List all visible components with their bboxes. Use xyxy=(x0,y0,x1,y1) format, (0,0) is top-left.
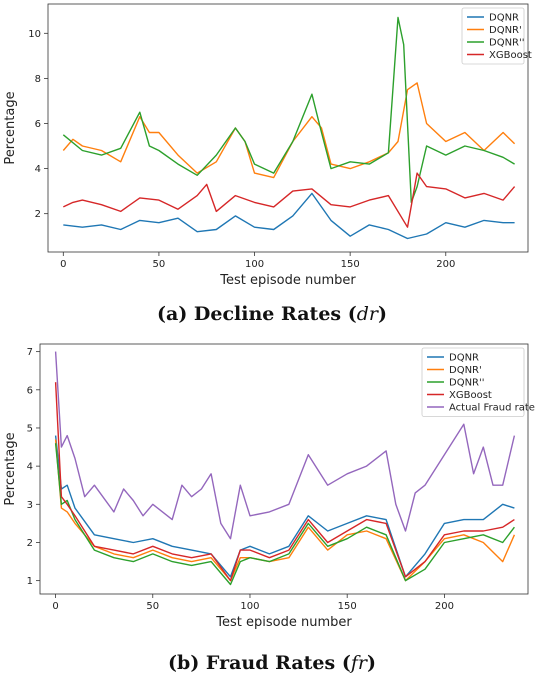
y-tick-label: 4 xyxy=(35,164,41,175)
x-tick-label: 0 xyxy=(60,259,66,270)
legend-frame xyxy=(421,347,525,417)
x-tick-label: 200 xyxy=(436,259,455,270)
series-line-0 xyxy=(63,192,515,240)
x-tick-label: 100 xyxy=(245,259,264,270)
y-tick-label: 7 xyxy=(27,347,33,358)
chart-decline-rates: 0 50 100 150 200 2 4 6 8 10 Test episode number Per… xyxy=(3,3,532,288)
y-tick-label: 6 xyxy=(27,385,33,396)
y-tick-label: 8 xyxy=(35,74,41,85)
series-line-3 xyxy=(63,172,516,228)
chart-fraud-rates: 0 50 100 150 200 1 2 3 4 5 6 7 Test episode number Pe… xyxy=(3,343,535,630)
x-tick-label: 200 xyxy=(435,601,454,612)
x-tick-label: 50 xyxy=(153,259,166,270)
legend-entry: Actual Fraud rate xyxy=(449,403,535,414)
legend-entry: XGBoost xyxy=(489,50,532,61)
y-tick-label: 10 xyxy=(28,29,41,40)
caption-b-symbol: fr xyxy=(350,652,367,674)
caption-a: (a) Decline Rates (dr) xyxy=(0,303,544,325)
legend-frame xyxy=(461,7,525,65)
series-line-2 xyxy=(54,443,515,586)
legend-entry: DQNR'' xyxy=(449,378,485,389)
y-axis-label: Percentage xyxy=(3,432,18,505)
legend-entry: DQNR'' xyxy=(489,38,525,49)
y-tick-label: 3 xyxy=(27,500,33,511)
y-axis-label: Percentage xyxy=(3,91,18,164)
series-line-3 xyxy=(54,382,515,582)
x-tick-label: 150 xyxy=(338,601,357,612)
x-axis-label: Test episode number xyxy=(219,273,356,288)
y-tick-label: 6 xyxy=(35,119,41,130)
caption-b: (b) Fraud Rates (fr) xyxy=(0,652,544,674)
y-tick-label: 4 xyxy=(27,462,33,473)
legend-entry: DQNR xyxy=(489,13,519,24)
series-line-0 xyxy=(54,435,515,578)
x-axis-label: Test episode number xyxy=(215,615,352,630)
legend-entry: DQNR' xyxy=(489,25,522,36)
series-line-2 xyxy=(62,16,515,204)
caption-b-prefix: (b) Fraud Rates ( xyxy=(168,652,351,674)
x-tick-label: 100 xyxy=(240,601,259,612)
plot-frame xyxy=(47,3,529,253)
y-tick-label: 2 xyxy=(35,209,41,220)
legend-entry: DQNR xyxy=(449,353,479,364)
y-tick-label: 1 xyxy=(27,576,33,587)
x-tick-label: 150 xyxy=(341,259,360,270)
legend-entry: XGBoost xyxy=(449,390,492,401)
caption-a-symbol: dr xyxy=(356,303,378,325)
caption-a-prefix: (a) Decline Rates ( xyxy=(157,303,357,325)
x-tick-label: 50 xyxy=(146,601,159,612)
x-tick-label: 0 xyxy=(52,601,58,612)
y-tick-label: 2 xyxy=(27,538,33,549)
caption-b-suffix: ) xyxy=(366,652,376,674)
legend-entry: DQNR' xyxy=(449,365,482,376)
caption-a-suffix: ) xyxy=(377,303,387,325)
y-tick-label: 5 xyxy=(27,423,33,434)
series-line-4 xyxy=(54,351,516,540)
